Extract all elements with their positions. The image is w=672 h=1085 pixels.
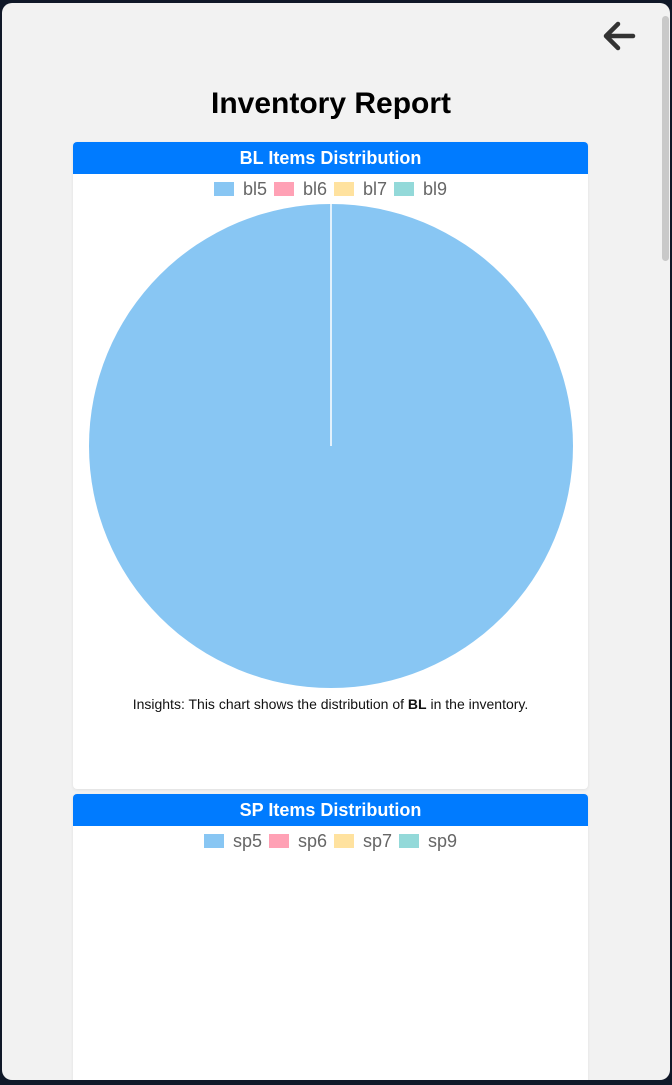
bl-legend-label: bl6: [302, 178, 327, 199]
bl-legend-item-bl7[interactable]: bl7: [334, 179, 387, 200]
bl-legend-swatch: [334, 182, 354, 196]
sp-legend-label: sp6: [297, 830, 327, 851]
insights-suffix: in the inventory.: [426, 696, 529, 712]
bl-legend-label: bl7: [363, 178, 388, 199]
bl-legend-swatch: [273, 182, 294, 196]
bl-legend-swatch: [213, 182, 234, 196]
sp-legend-label: sp7: [363, 830, 393, 851]
insights-prefix: Insights: This chart shows the distribut…: [132, 696, 408, 712]
page-title: Inventory Report: [210, 87, 452, 120]
bl-legend-label: bl9: [423, 178, 448, 199]
insights-bold: BL: [407, 696, 427, 712]
bl-chart-card: BL Items Distribution bl5 bl6 bl7 bl9 Insig…: [73, 142, 588, 789]
bl-insights-text: Insights: This chart shows the distribut…: [73, 696, 588, 712]
sp-legend-item-sp5[interactable]: sp5: [203, 830, 262, 852]
sp-legend-item-sp9[interactable]: sp9: [399, 831, 457, 852]
sp-card-header: SP Items Distribution: [73, 794, 588, 826]
sp-legend-swatch: [399, 834, 420, 848]
sp-legend-label: sp5: [232, 830, 262, 851]
bl-legend-swatch: [394, 182, 415, 196]
arrow-left-icon: [603, 21, 636, 51]
sp-legend-swatch: [203, 834, 224, 848]
sp-legend-label: sp9: [428, 830, 458, 851]
bl-card-header: BL Items Distribution: [73, 142, 588, 174]
bl-legend-label: bl5: [242, 178, 267, 199]
sp-legend: sp5 sp6 sp7 sp9: [73, 830, 588, 852]
bl-legend-item-bl5[interactable]: bl5: [213, 178, 267, 200]
bl-legend-item-bl9[interactable]: bl9: [394, 179, 447, 200]
sp-legend-item-sp7[interactable]: sp7: [334, 831, 392, 852]
sp-chart-card: SP Items Distribution sp5 sp6 sp7 sp9: [73, 794, 588, 1080]
scrollbar-thumb[interactable]: [662, 16, 669, 261]
scrollbar[interactable]: [660, 3, 670, 1080]
bl-pie-chart: [89, 204, 573, 688]
sp-legend-item-sp6[interactable]: sp6: [268, 830, 327, 852]
bl-legend: bl5 bl6 bl7 bl9: [73, 178, 588, 200]
bl-legend-item-bl6[interactable]: bl6: [273, 178, 327, 200]
sp-legend-swatch: [268, 834, 289, 848]
back-button[interactable]: [600, 18, 638, 54]
app-window: Inventory Report BL Items Distribution b…: [2, 3, 670, 1080]
sp-legend-swatch: [334, 834, 354, 848]
